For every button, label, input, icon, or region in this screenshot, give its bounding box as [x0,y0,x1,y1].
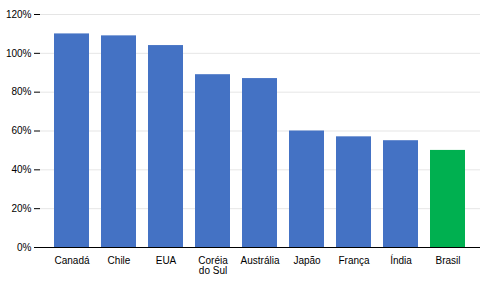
svg-text:Brasil: Brasil [435,255,460,266]
svg-text:0%: 0% [17,242,32,253]
svg-text:Canadá: Canadá [54,255,89,266]
svg-text:Coréiado Sul: Coréiado Sul [198,255,228,276]
svg-text:120%: 120% [6,9,32,20]
svg-text:Japão: Japão [293,255,321,266]
svg-text:Austrália: Austrália [241,255,280,266]
svg-text:Chile: Chile [108,255,131,266]
svg-text:Índia: Índia [390,254,412,266]
svg-text:França: França [338,255,370,266]
svg-text:40%: 40% [11,164,31,175]
svg-text:60%: 60% [11,125,31,136]
svg-text:EUA: EUA [156,255,177,266]
svg-text:20%: 20% [11,203,31,214]
svg-text:80%: 80% [11,86,31,97]
svg-text:100%: 100% [6,48,32,59]
